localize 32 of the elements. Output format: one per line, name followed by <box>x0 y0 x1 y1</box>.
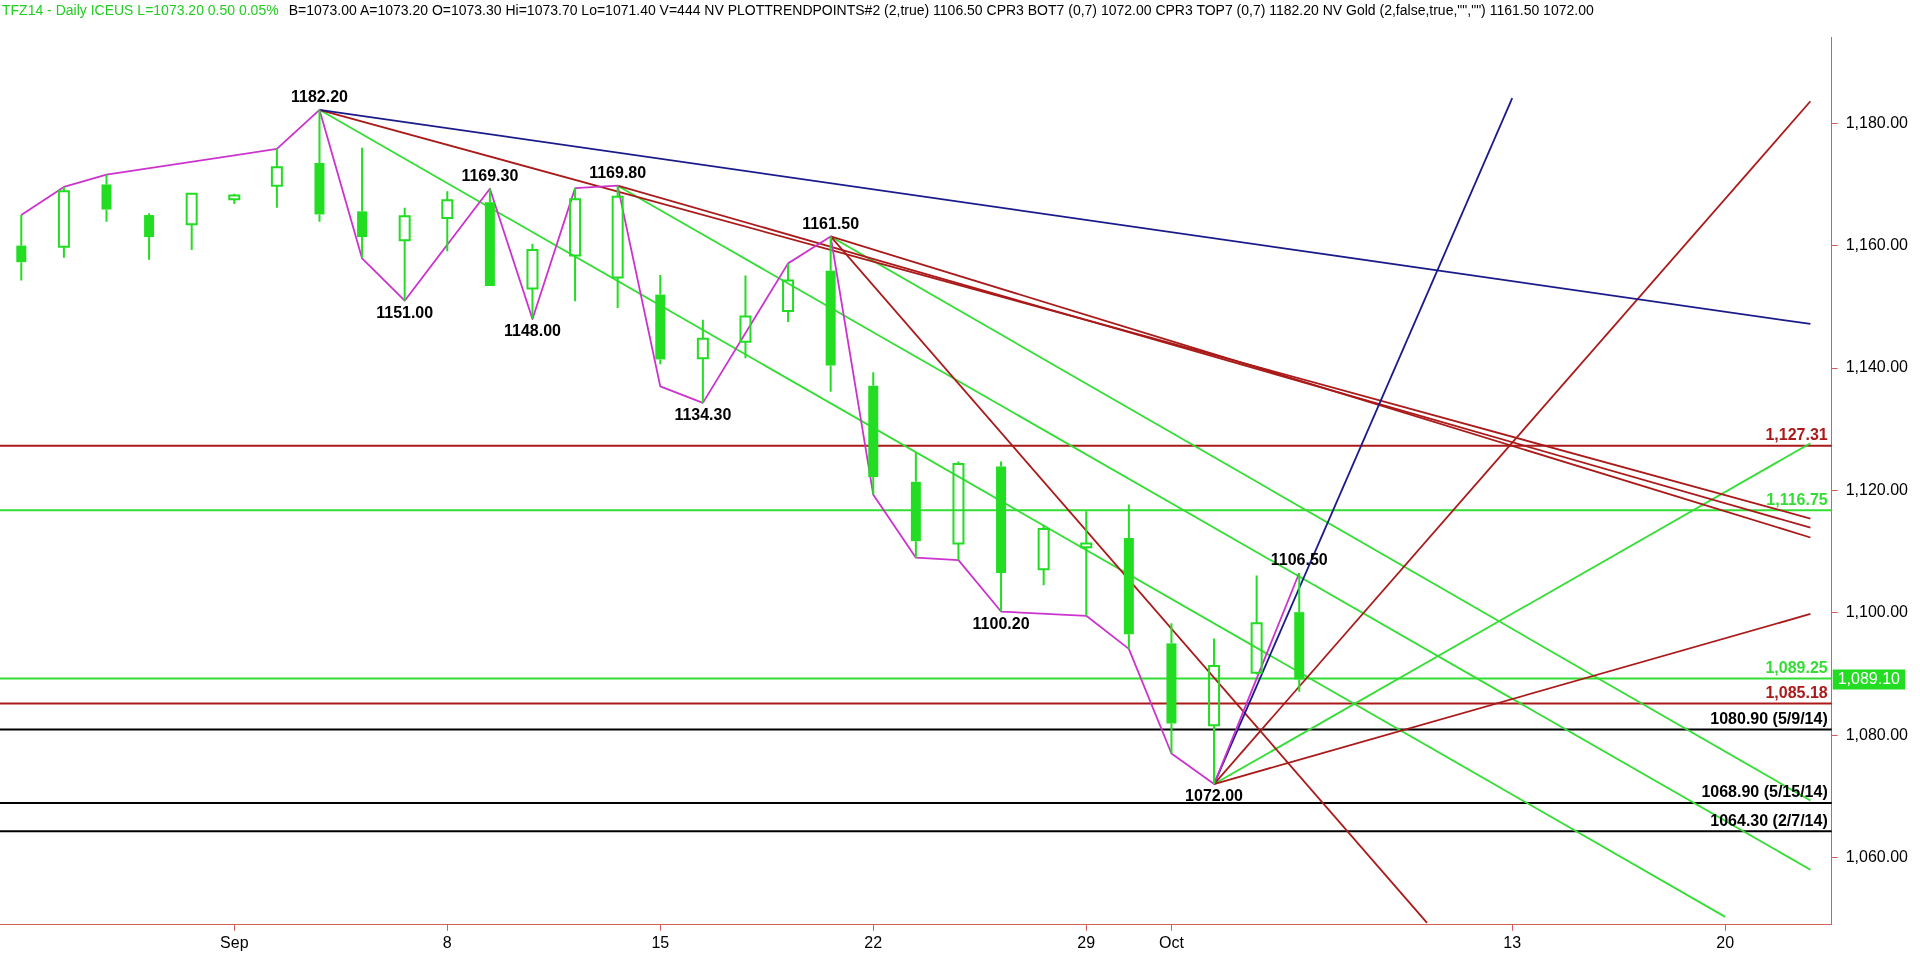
x-tick-label: 20 <box>1716 933 1735 951</box>
y-tick-label: 1,060.00 <box>1845 847 1909 865</box>
x-tick-label: 8 <box>442 933 452 951</box>
y-tick-label: 1,160.00 <box>1845 236 1909 254</box>
x-tick-label: 22 <box>864 933 883 951</box>
data-label: 1169.80 <box>589 164 647 182</box>
data-label: 1148.00 <box>504 322 562 340</box>
ref-line-label: 1,085.18 <box>1765 683 1828 701</box>
ref-line-label: 1,116.75 <box>1766 490 1828 508</box>
data-label: 1151.00 <box>376 304 434 322</box>
data-label: 1072.00 <box>1185 787 1244 805</box>
data-label: 1161.50 <box>802 214 860 232</box>
y-tick-label: 1,080.00 <box>1845 725 1909 743</box>
y-tick-label: 1,180.00 <box>1845 113 1909 131</box>
chart-subtitle: B=1073.00 A=1073.20 O=1073.30 Hi=1073.70 Lo=1071.40 V=444 NV PLOTTRENDPOINTS#2 (2,true) 1106.50 CPR3 BOT7 (0,7) 1072.00 CPR3 TOP7 (0,7) 1182.20 NV Gold (2,false,true,"","") 1161.50 1072.00 <box>288 2 1594 18</box>
ref-line-label: 1,089.25 <box>1765 658 1828 676</box>
x-tick-label: Sep <box>220 933 249 951</box>
data-label: 1182.20 <box>291 88 349 106</box>
chart-title: TFZ14 - Daily ICEUS L=1073.20 0.50 0.05% <box>2 2 279 18</box>
text: 1,089.10 <box>1837 669 1901 687</box>
x-tick-label: Oct <box>1159 933 1185 951</box>
ref-line-label: 1,127.31 <box>1765 426 1828 444</box>
data-label: 1100.20 <box>972 614 1030 632</box>
x-tick-label: 29 <box>1077 933 1096 951</box>
y-tick-label: 1,100.00 <box>1845 603 1909 621</box>
x-tick-label: 15 <box>651 933 670 951</box>
y-tick-label: 1,140.00 <box>1845 358 1909 376</box>
data-label: 1169.30 <box>461 167 519 185</box>
x-tick-label: 13 <box>1503 933 1522 951</box>
ref-line-label: 1080.90 (5/9/14) <box>1710 710 1828 728</box>
data-label: 1134.30 <box>674 406 732 424</box>
y-tick-label: 1,120.00 <box>1845 480 1909 498</box>
